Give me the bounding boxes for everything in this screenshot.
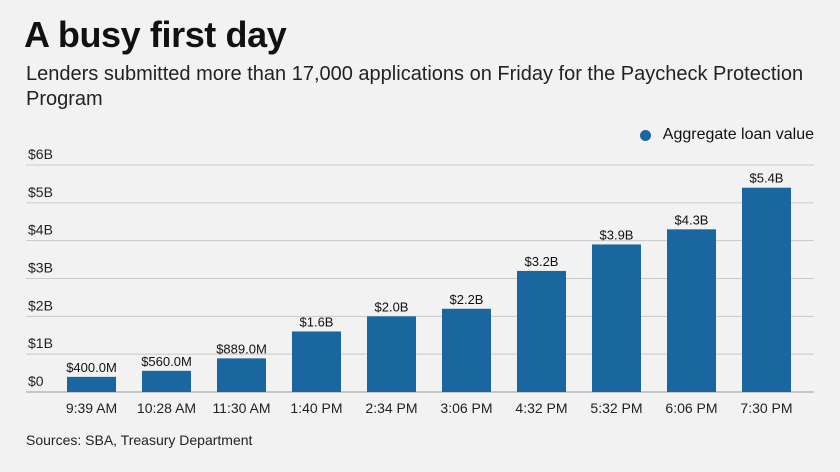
data-label: $4.3B bbox=[675, 212, 709, 227]
data-label: $560.0M bbox=[141, 354, 192, 369]
data-label: $2.0B bbox=[375, 299, 409, 314]
bar bbox=[592, 244, 641, 392]
y-tick-label: $6B bbox=[28, 146, 53, 162]
bar bbox=[367, 316, 416, 392]
x-tick-label: 11:30 AM bbox=[212, 400, 270, 416]
bar bbox=[442, 308, 491, 392]
x-tick-label: 3:06 PM bbox=[440, 400, 492, 416]
x-tick-label: 9:39 AM bbox=[66, 400, 117, 416]
y-tick-label: $3B bbox=[28, 260, 53, 276]
legend-swatch bbox=[639, 129, 651, 141]
data-label: $400.0M bbox=[66, 360, 117, 375]
y-tick-label: $2B bbox=[28, 297, 53, 313]
bar bbox=[517, 270, 566, 392]
x-tick-label: 10:28 AM bbox=[137, 400, 196, 416]
bar bbox=[217, 358, 266, 392]
legend: Aggregate loan value bbox=[639, 126, 814, 144]
bar bbox=[142, 370, 191, 392]
bar bbox=[742, 187, 791, 392]
legend-label: Aggregate loan value bbox=[662, 126, 814, 143]
chart-subtitle: Lenders submitted more than 17,000 appli… bbox=[26, 63, 804, 110]
y-tick-label: $0 bbox=[28, 373, 44, 389]
x-tick-label: 7:30 PM bbox=[740, 400, 792, 416]
bar bbox=[67, 376, 116, 392]
data-label: $3.9B bbox=[600, 227, 634, 242]
data-label: $3.2B bbox=[525, 254, 559, 269]
data-label: $2.2B bbox=[450, 292, 484, 307]
x-tick-label: 6:06 PM bbox=[665, 400, 717, 416]
x-tick-label: 4:32 PM bbox=[515, 400, 567, 416]
x-tick-label: 2:34 PM bbox=[365, 400, 417, 416]
source-note: Sources: SBA, Treasury Department bbox=[26, 432, 253, 448]
y-tick-label: $1B bbox=[28, 335, 53, 351]
data-label: $889.0M bbox=[216, 341, 267, 356]
x-tick-label: 5:32 PM bbox=[590, 400, 642, 416]
x-tick-label: 1:40 PM bbox=[290, 400, 342, 416]
chart-title: A busy first day bbox=[24, 14, 287, 55]
bar bbox=[667, 229, 716, 392]
y-tick-label: $5B bbox=[28, 184, 53, 200]
bar bbox=[292, 331, 341, 392]
data-label: $5.4B bbox=[750, 171, 784, 186]
data-label: $1.6B bbox=[300, 314, 334, 329]
y-tick-label: $4B bbox=[28, 222, 53, 238]
